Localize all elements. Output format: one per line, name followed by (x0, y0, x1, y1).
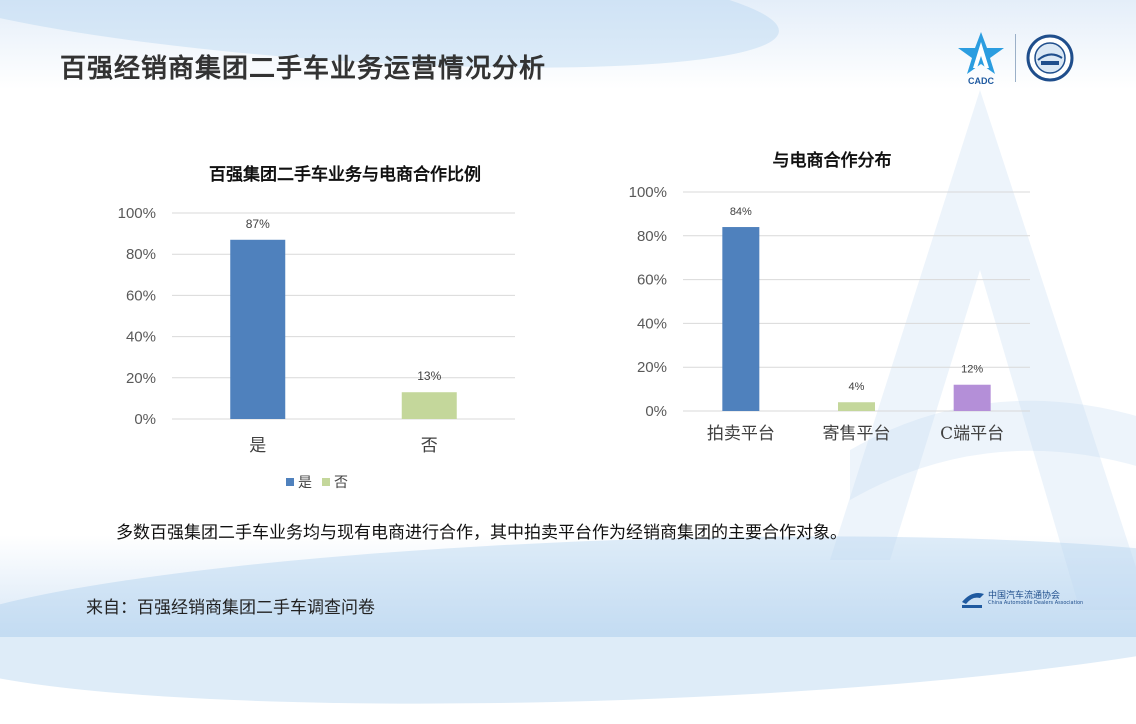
chart-1-legend: 是 否 (286, 472, 348, 492)
y-tick-label: 0% (645, 403, 667, 420)
x-category-label: 是 (249, 436, 266, 456)
page-title: 百强经销商集团二手车业务运营情况分析 (60, 54, 547, 84)
bar-2 (401, 392, 457, 419)
data-label: 4% (849, 381, 865, 393)
legend-label-no: 否 (334, 475, 348, 491)
cadc-logo-icon: CADC (958, 32, 1004, 86)
bar-1 (722, 227, 760, 411)
chart-title: 与电商合作分布 (773, 150, 892, 171)
legend-item-yes: 是 (286, 472, 312, 492)
bar-1 (230, 239, 286, 419)
data-label: 84% (730, 206, 752, 218)
chart-ecommerce-cooperation-ratio: 百强集团二手车业务与电商合作比例 0% 20% 40% 60% 80% 100% 87% 是 13… (100, 150, 540, 500)
data-label: 13% (417, 369, 441, 383)
footer-logo-subtext: China Automobile Dealers Association (988, 600, 1084, 606)
chart-title: 百强集团二手车业务与电商合作比例 (209, 164, 481, 185)
data-label: 12% (961, 364, 983, 376)
source-note: 来自：百强经销商集团二手车调查问卷 (86, 598, 375, 618)
y-tick-label: 40% (637, 315, 667, 332)
legend-item-no: 否 (322, 472, 348, 492)
y-tick-label: 100% (629, 184, 667, 201)
y-tick-label: 60% (126, 287, 156, 304)
y-tick-label: 80% (637, 228, 667, 245)
association-seal-icon (1026, 34, 1074, 82)
footer-association-logo: 中国汽车流通协会 China Automobile Dealers Associ… (960, 588, 1084, 612)
legend-swatch-no (322, 478, 330, 486)
y-tick-label: 100% (118, 205, 156, 222)
chart-2-svg: 与电商合作分布 0% 20% 40% 60% 80% 100% 84% 拍卖平台 4% 寄售平台 12… (629, 150, 1030, 444)
data-label: 87% (246, 217, 270, 231)
chart-1-svg: 百强集团二手车业务与电商合作比例 0% 20% 40% 60% 80% 100% 87% 是 13… (118, 164, 515, 456)
y-tick-label: 0% (134, 411, 156, 428)
summary-text: 多数百强集团二手车业务均与现有电商进行合作，其中拍卖平台作为经销商集团的主要合作… (116, 523, 847, 543)
y-tick-label: 80% (126, 246, 156, 263)
footer-logo-text: 中国汽车流通协会 (988, 591, 1061, 601)
y-tick-label: 40% (126, 329, 156, 346)
slide-background (0, 0, 1136, 637)
x-category-label: C端平台 (940, 424, 1004, 444)
y-tick-label: 60% (637, 272, 667, 289)
legend-label-yes: 是 (298, 475, 312, 491)
chart-ecommerce-partner-distribution: 与电商合作分布 0% 20% 40% 60% 80% 100% 84% 拍卖平台 4% 寄售平台 12… (620, 140, 1050, 460)
header-logos: CADC (956, 30, 1076, 90)
y-tick-label: 20% (126, 370, 156, 387)
logo-divider (1015, 34, 1016, 82)
x-category-label: 否 (421, 436, 438, 456)
x-category-label: 寄售平台 (823, 424, 891, 444)
footer-logo-icon (962, 593, 984, 608)
background-a-watermark (830, 90, 1136, 610)
bar-2 (838, 402, 875, 411)
bar-3 (953, 384, 991, 411)
cadc-logo-text: CADC (968, 76, 994, 86)
legend-swatch-yes (286, 478, 294, 486)
y-tick-label: 20% (637, 359, 667, 376)
x-category-label: 拍卖平台 (707, 424, 775, 444)
